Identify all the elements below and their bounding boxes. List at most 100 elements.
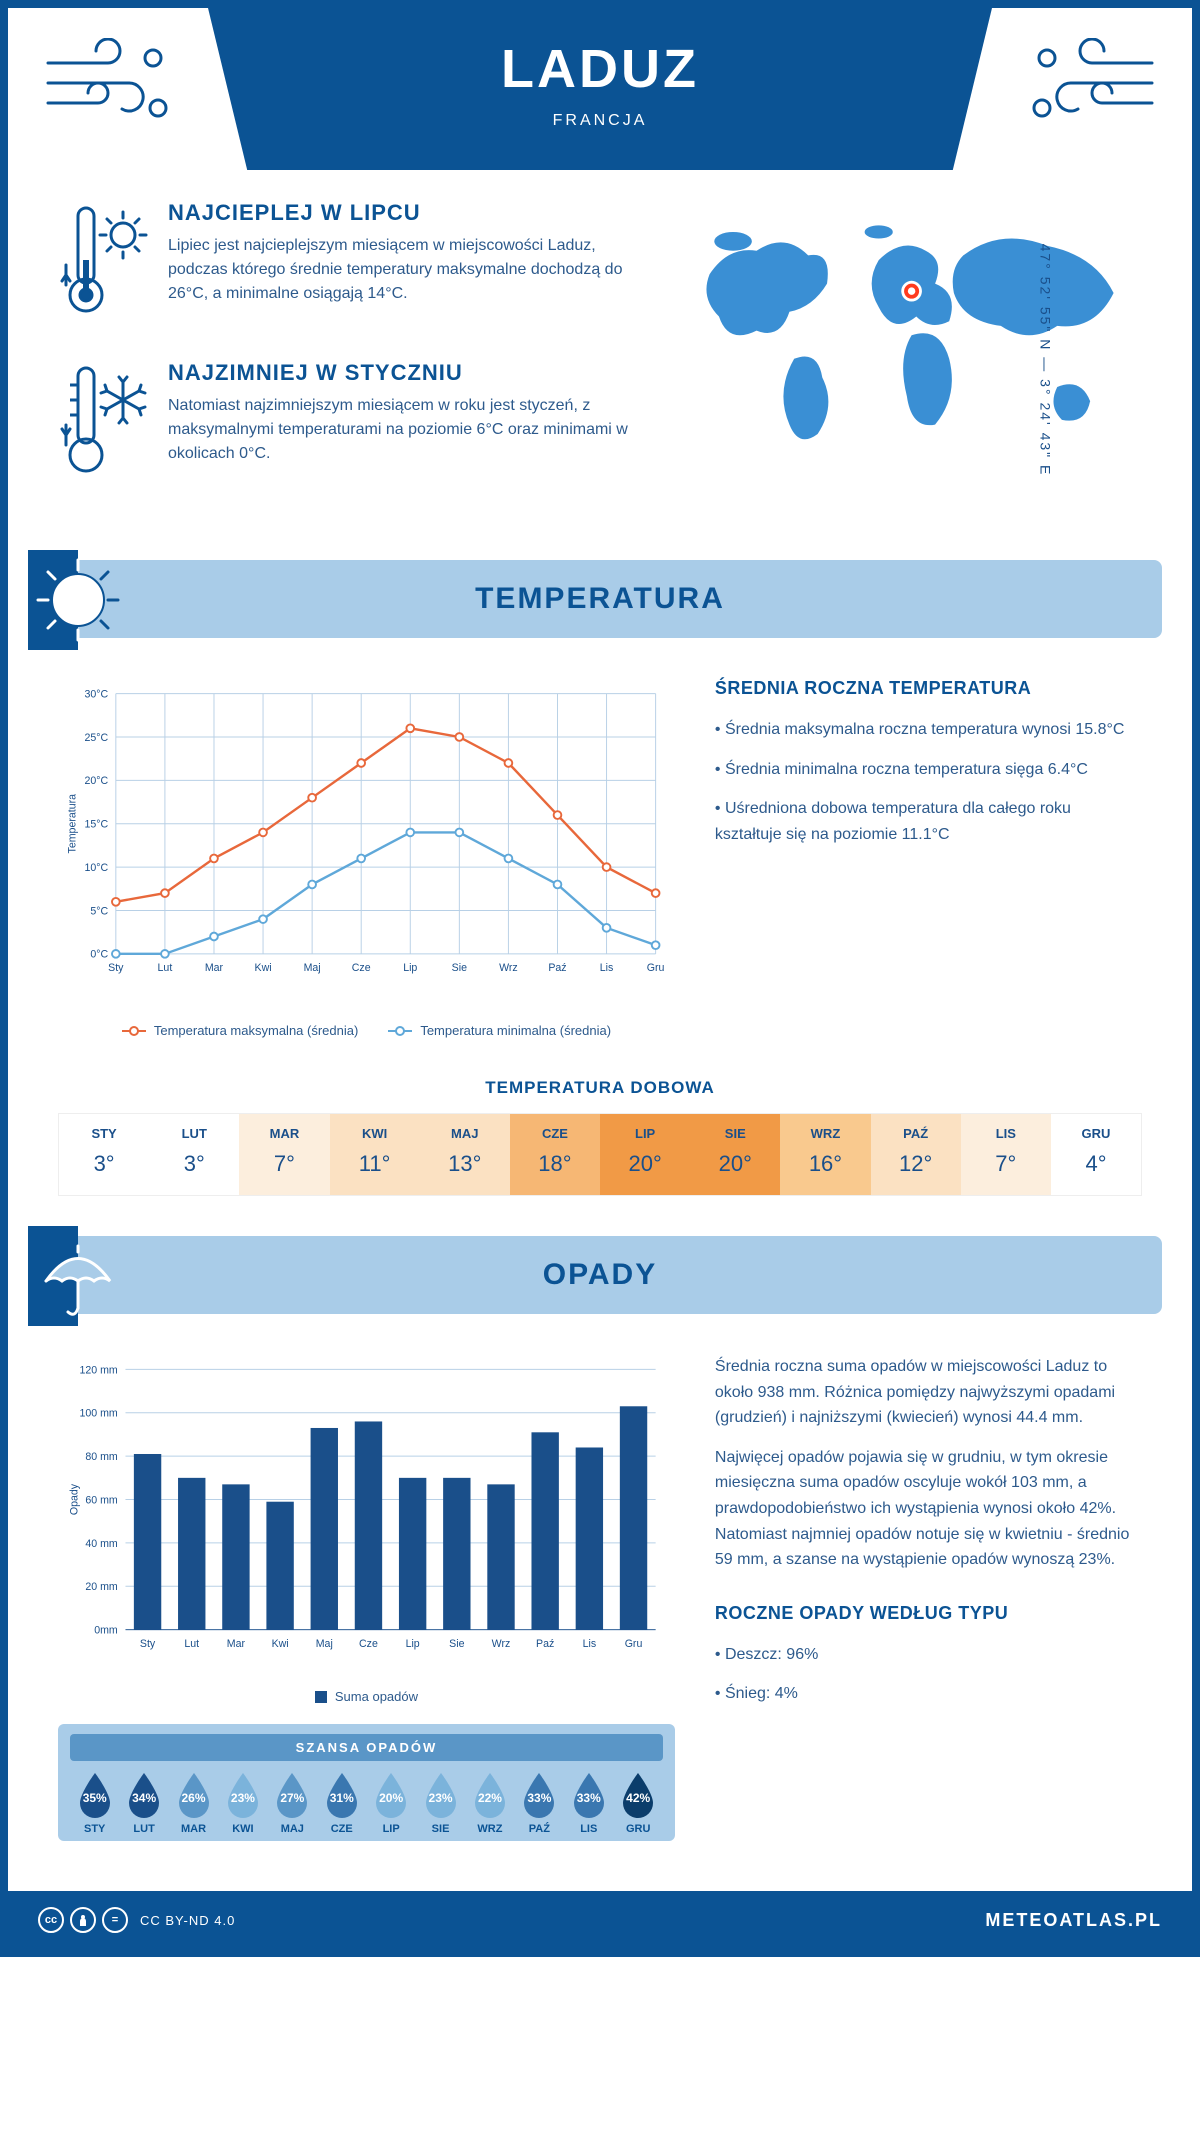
svg-text:0mm: 0mm bbox=[94, 1625, 118, 1637]
rain-drop-item: 22%WRZ bbox=[465, 1771, 514, 1835]
svg-text:120 mm: 120 mm bbox=[79, 1364, 117, 1376]
svg-text:25°C: 25°C bbox=[84, 732, 108, 744]
temperature-row: 0°C5°C10°C15°C20°C25°C30°CStyLutMarKwiMa… bbox=[8, 638, 1192, 1058]
cold-title: NAJZIMNIEJ W STYCZNIU bbox=[168, 360, 632, 386]
daily-cell: PAŹ12° bbox=[871, 1114, 961, 1195]
cold-body: Natomiast najzimniejszym miesiącem w rok… bbox=[168, 394, 632, 466]
cc-icons: cc = bbox=[38, 1907, 128, 1933]
svg-text:Kwi: Kwi bbox=[272, 1638, 289, 1650]
world-map bbox=[672, 200, 1142, 480]
cold-text: NAJZIMNIEJ W STYCZNIU Natomiast najzimni… bbox=[168, 360, 632, 485]
thermometer-cold-icon bbox=[58, 360, 148, 485]
svg-text:Opady: Opady bbox=[68, 1483, 80, 1515]
temperature-title: TEMPERATURA bbox=[68, 582, 1132, 616]
sun-icon bbox=[28, 550, 128, 650]
legend-min: Temperatura minimalna (średnia) bbox=[388, 1023, 611, 1038]
svg-text:Wrz: Wrz bbox=[499, 962, 518, 974]
page-frame: LADUZ FRANCJA NAJCIEPLEJ W LIPCU bbox=[0, 0, 1200, 1957]
svg-text:Mar: Mar bbox=[227, 1638, 246, 1650]
daily-cell: GRU4° bbox=[1051, 1114, 1141, 1195]
svg-text:10°C: 10°C bbox=[84, 862, 108, 874]
svg-text:0°C: 0°C bbox=[90, 949, 108, 961]
precipitation-header: OPADY bbox=[38, 1236, 1162, 1314]
warm-block: NAJCIEPLEJ W LIPCU Lipiec jest najcieple… bbox=[58, 200, 632, 325]
rain-drop-item: 23%KWI bbox=[218, 1771, 267, 1835]
warm-title: NAJCIEPLEJ W LIPCU bbox=[168, 200, 632, 226]
svg-text:100 mm: 100 mm bbox=[79, 1408, 117, 1420]
wind-swirl-right bbox=[992, 8, 1192, 163]
rain-drop-item: 31%CZE bbox=[317, 1771, 366, 1835]
rain-drop-item: 33%PAŹ bbox=[515, 1771, 564, 1835]
svg-text:Maj: Maj bbox=[316, 1638, 333, 1650]
svg-text:Paź: Paź bbox=[548, 962, 566, 974]
svg-text:Lut: Lut bbox=[158, 962, 173, 974]
svg-text:Sie: Sie bbox=[452, 962, 467, 974]
daily-cell: CZE18° bbox=[510, 1114, 600, 1195]
legend-max: Temperatura maksymalna (średnia) bbox=[122, 1023, 358, 1038]
svg-text:Maj: Maj bbox=[304, 962, 321, 974]
temperature-side-text: ŚREDNIA ROCZNA TEMPERATURA • Średnia mak… bbox=[715, 678, 1142, 1038]
city-name: LADUZ bbox=[228, 38, 972, 100]
rain-chance-title: SZANSA OPADÓW bbox=[70, 1734, 663, 1761]
daily-temp-table: STY3°LUT3°MAR7°KWI11°MAJ13°CZE18°LIP20°S… bbox=[58, 1113, 1142, 1196]
precipitation-title: OPADY bbox=[68, 1258, 1132, 1292]
svg-text:Wrz: Wrz bbox=[492, 1638, 511, 1650]
coordinates-label: 47° 52' 55" N — 3° 24' 43" E bbox=[1038, 244, 1054, 477]
cc-icon: cc bbox=[38, 1907, 64, 1933]
daily-cell: WRZ16° bbox=[780, 1114, 870, 1195]
temperature-header: TEMPERATURA bbox=[38, 560, 1162, 638]
svg-text:Lut: Lut bbox=[184, 1638, 199, 1650]
svg-text:Lip: Lip bbox=[406, 1638, 420, 1650]
warm-text: NAJCIEPLEJ W LIPCU Lipiec jest najcieple… bbox=[168, 200, 632, 325]
svg-text:Lis: Lis bbox=[600, 962, 614, 974]
country-name: FRANCJA bbox=[228, 112, 972, 130]
daily-cell: SIE20° bbox=[690, 1114, 780, 1195]
svg-text:20 mm: 20 mm bbox=[85, 1581, 118, 1593]
intro-right: 47° 52' 55" N — 3° 24' 43" E bbox=[672, 200, 1142, 520]
footer: cc = CC BY-ND 4.0 METEOATLAS.PL bbox=[8, 1891, 1192, 1949]
svg-text:Sty: Sty bbox=[108, 962, 124, 974]
svg-text:5°C: 5°C bbox=[90, 905, 108, 917]
svg-text:Gru: Gru bbox=[625, 1638, 643, 1650]
rain-drop-item: 23%SIE bbox=[416, 1771, 465, 1835]
daily-temp-title: TEMPERATURA DOBOWA bbox=[8, 1058, 1192, 1113]
rain-drop-item: 20%LIP bbox=[366, 1771, 415, 1835]
precip-by-type-title: ROCZNE OPADY WEDŁUG TYPU bbox=[715, 1603, 1142, 1624]
svg-text:80 mm: 80 mm bbox=[85, 1451, 118, 1463]
warm-body: Lipiec jest najcieplejszym miesiącem w m… bbox=[168, 234, 632, 306]
svg-text:Lip: Lip bbox=[403, 962, 417, 974]
rain-drop-item: 42%GRU bbox=[613, 1771, 662, 1835]
intro-left: NAJCIEPLEJ W LIPCU Lipiec jest najcieple… bbox=[58, 200, 632, 520]
avg-temp-title: ŚREDNIA ROCZNA TEMPERATURA bbox=[715, 678, 1142, 699]
svg-text:Lis: Lis bbox=[583, 1638, 597, 1650]
svg-text:20°C: 20°C bbox=[84, 775, 108, 787]
svg-text:Mar: Mar bbox=[205, 962, 224, 974]
svg-text:15°C: 15°C bbox=[84, 819, 108, 831]
rain-drop-item: 26%MAR bbox=[169, 1771, 218, 1835]
daily-cell: LIS7° bbox=[961, 1114, 1051, 1195]
svg-text:60 mm: 60 mm bbox=[85, 1494, 118, 1506]
svg-text:Cze: Cze bbox=[352, 962, 371, 974]
thermometer-hot-icon bbox=[58, 200, 148, 325]
precipitation-legend: Suma opadów bbox=[58, 1689, 675, 1704]
rain-chance-box: SZANSA OPADÓW 35%STY34%LUT26%MAR23%KWI27… bbox=[58, 1724, 675, 1841]
svg-text:Sty: Sty bbox=[140, 1638, 156, 1650]
title-bar: LADUZ FRANCJA bbox=[208, 8, 992, 170]
rain-drop-item: 34%LUT bbox=[119, 1771, 168, 1835]
wind-swirl-left bbox=[8, 8, 208, 163]
by-icon bbox=[70, 1907, 96, 1933]
site-name: METEOATLAS.PL bbox=[985, 1910, 1162, 1931]
umbrella-icon bbox=[28, 1226, 128, 1326]
svg-text:Paź: Paź bbox=[536, 1638, 554, 1650]
nd-icon: = bbox=[102, 1907, 128, 1933]
daily-cell: LUT3° bbox=[149, 1114, 239, 1195]
temperature-chart: 0°C5°C10°C15°C20°C25°C30°CStyLutMarKwiMa… bbox=[58, 678, 675, 1038]
temperature-legend: Temperatura maksymalna (średnia) Tempera… bbox=[58, 1023, 675, 1038]
daily-cell: MAJ13° bbox=[420, 1114, 510, 1195]
intro-section: NAJCIEPLEJ W LIPCU Lipiec jest najcieple… bbox=[8, 170, 1192, 560]
daily-cell: STY3° bbox=[59, 1114, 149, 1195]
precipitation-row: 0mm20 mm40 mm60 mm80 mm100 mm120 mmOpady… bbox=[8, 1314, 1192, 1861]
precipitation-side-text: Średnia roczna suma opadów w miejscowośc… bbox=[715, 1354, 1142, 1841]
svg-text:Sie: Sie bbox=[449, 1638, 464, 1650]
svg-text:Temperatura: Temperatura bbox=[66, 794, 78, 854]
